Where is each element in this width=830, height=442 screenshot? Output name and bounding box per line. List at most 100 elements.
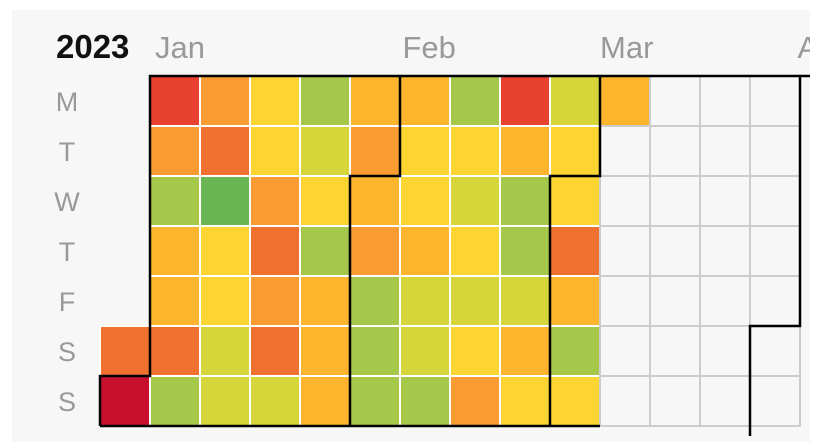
day-cell <box>299 125 351 177</box>
day-cell <box>149 125 201 177</box>
empty-day-cell <box>649 225 701 277</box>
day-cell <box>499 175 551 227</box>
day-cell <box>199 275 251 327</box>
empty-day-cell <box>749 375 801 427</box>
empty-day-cell <box>749 125 801 177</box>
day-label: T <box>59 137 76 167</box>
day-cell <box>299 325 351 377</box>
day-cell <box>349 325 401 377</box>
month-boundaries <box>98 74 810 436</box>
day-cell <box>549 375 601 427</box>
day-label: M <box>56 87 79 117</box>
day-cell <box>399 325 451 377</box>
empty-day-cell <box>749 75 801 127</box>
day-cell <box>499 325 551 377</box>
day-cell <box>549 275 601 327</box>
day-cell <box>199 75 251 127</box>
day-cell <box>299 75 351 127</box>
day-cell <box>499 225 551 277</box>
day-cell <box>149 225 201 277</box>
empty-day-cell <box>599 125 651 177</box>
empty-day-cell <box>749 275 801 327</box>
day-cell <box>249 225 301 277</box>
day-cell <box>449 325 501 377</box>
day-cell <box>349 175 401 227</box>
day-cell <box>399 175 451 227</box>
day-cell <box>549 325 601 377</box>
day-cell <box>299 375 351 427</box>
day-cell <box>549 125 601 177</box>
day-cell <box>249 325 301 377</box>
day-cell <box>199 225 251 277</box>
empty-day-cell <box>599 175 651 227</box>
heatmap-cells <box>99 75 801 427</box>
day-cell <box>149 325 201 377</box>
day-cell <box>149 375 201 427</box>
day-cell <box>449 275 501 327</box>
day-cell <box>249 275 301 327</box>
day-cell <box>99 375 151 427</box>
empty-day-cell <box>649 375 701 427</box>
empty-day-cell <box>699 275 751 327</box>
month-label: Jan <box>155 30 205 65</box>
empty-day-cell <box>699 325 751 377</box>
empty-day-cell <box>599 275 651 327</box>
day-cell <box>299 175 351 227</box>
day-cell <box>349 375 401 427</box>
day-cell <box>349 125 401 177</box>
day-cell <box>349 225 401 277</box>
day-cell <box>99 325 151 377</box>
empty-day-cell <box>649 175 701 227</box>
day-cell <box>449 75 501 127</box>
month-label: Mar <box>600 30 653 65</box>
month-label: Feb <box>403 30 456 65</box>
day-cell <box>599 75 651 127</box>
empty-day-cell <box>599 325 651 377</box>
chart-title: 2023 <box>56 28 129 65</box>
empty-day-cell <box>699 75 751 127</box>
month-label: A <box>798 30 811 65</box>
empty-day-cell <box>749 225 801 277</box>
day-cell <box>499 375 551 427</box>
day-cell <box>399 275 451 327</box>
day-cell <box>399 225 451 277</box>
day-cell <box>299 225 351 277</box>
day-cell <box>149 175 201 227</box>
day-cell <box>149 275 201 327</box>
day-label: T <box>59 237 76 267</box>
empty-day-cell <box>599 375 651 427</box>
empty-day-cell <box>749 325 801 377</box>
day-cell <box>399 75 451 127</box>
empty-day-cell <box>649 75 701 127</box>
empty-day-cell <box>649 325 701 377</box>
empty-day-cell <box>749 175 801 227</box>
month-labels: Jan Feb Mar A <box>155 30 810 65</box>
day-cell <box>149 75 201 127</box>
day-label: S <box>58 337 76 367</box>
empty-day-cell <box>699 375 751 427</box>
day-cell <box>499 75 551 127</box>
empty-day-cell <box>599 225 651 277</box>
day-cell <box>199 125 251 177</box>
day-cell <box>199 325 251 377</box>
day-cell <box>349 75 401 127</box>
empty-day-cell <box>649 275 701 327</box>
day-cell <box>399 125 451 177</box>
day-label: F <box>59 287 76 317</box>
day-cell <box>549 75 601 127</box>
day-cell <box>499 275 551 327</box>
empty-day-cell <box>699 125 751 177</box>
day-label: W <box>54 187 80 217</box>
day-cell <box>199 375 251 427</box>
day-cell <box>249 125 301 177</box>
day-cell <box>199 175 251 227</box>
day-cell <box>449 225 501 277</box>
day-cell <box>249 175 301 227</box>
day-cell <box>549 225 601 277</box>
day-cell <box>249 375 301 427</box>
empty-day-cell <box>699 225 751 277</box>
day-cell <box>549 175 601 227</box>
